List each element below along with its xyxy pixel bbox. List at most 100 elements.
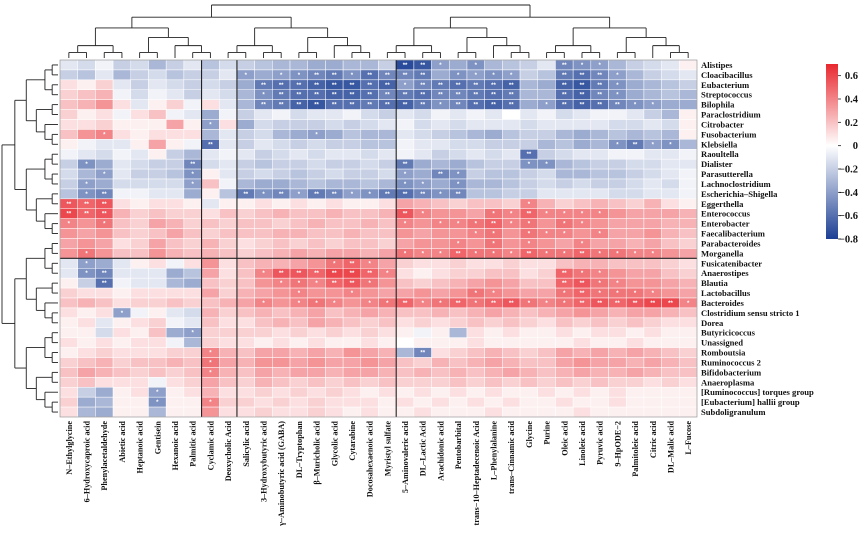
heatmap-cell <box>130 218 149 229</box>
heatmap-cell <box>130 357 149 368</box>
heatmap-cell <box>679 287 698 299</box>
significance-mark: ** <box>438 93 443 99</box>
significance-mark: * <box>298 73 301 79</box>
heatmap-cell <box>608 208 627 219</box>
heatmap-cell <box>378 307 397 319</box>
significance-mark: ** <box>456 93 461 99</box>
heatmap-cell <box>661 238 680 249</box>
heatmap-cell <box>466 387 485 398</box>
heatmap-cell <box>395 317 415 328</box>
heatmap-cell <box>625 277 645 289</box>
significance-mark: * <box>492 241 495 247</box>
heatmap-cell <box>502 327 521 338</box>
heatmap-cell <box>325 218 344 229</box>
heatmap-cell <box>555 129 574 140</box>
heatmap-cell <box>272 158 291 170</box>
heatmap-cell <box>537 396 556 408</box>
heatmap-cell <box>77 109 96 120</box>
heatmap-cell <box>272 307 291 319</box>
significance-mark: ** <box>385 192 390 198</box>
heatmap-cell <box>130 149 149 160</box>
heatmap-cell <box>342 139 362 150</box>
heatmap-cell <box>254 228 273 239</box>
significance-mark: * <box>475 251 478 257</box>
heatmap-cell <box>59 268 78 279</box>
heatmap-cell <box>112 79 132 91</box>
heatmap-cell <box>148 198 167 210</box>
significance-mark: ** <box>527 212 532 218</box>
significance-mark: ** <box>350 103 355 109</box>
significance-mark: * <box>581 271 584 277</box>
heatmap-cell <box>679 109 698 120</box>
heatmap-cell <box>219 268 238 279</box>
heatmap-cell <box>572 367 592 378</box>
column-label: Pyruvic acid <box>596 421 605 465</box>
significance-mark: ** <box>509 301 514 307</box>
heatmap-cell <box>148 287 167 299</box>
row-label: Fusobacterium <box>701 129 757 139</box>
significance-mark: ** <box>350 271 355 277</box>
significance-mark: * <box>85 271 88 277</box>
heatmap-cell <box>537 218 556 229</box>
significance-mark: * <box>563 301 566 307</box>
heatmap-cell <box>395 238 415 249</box>
heatmap-cell <box>484 337 503 348</box>
heatmap-cell <box>272 109 291 120</box>
heatmap-cell <box>643 307 662 319</box>
heatmap-cell <box>608 218 627 229</box>
heatmap-cell <box>625 406 645 418</box>
heatmap-cell <box>165 287 185 299</box>
heatmap-cell <box>431 337 450 348</box>
significance-mark: ** <box>491 301 496 307</box>
heatmap-cell <box>572 178 592 190</box>
significance-mark: ** <box>314 192 319 198</box>
heatmap-cell <box>449 208 468 219</box>
heatmap-cell <box>625 208 645 219</box>
heatmap-cell <box>59 347 78 358</box>
significance-mark: ** <box>580 73 585 79</box>
heatmap-cell <box>95 406 114 418</box>
heatmap-cell <box>148 228 167 239</box>
heatmap-cell <box>307 149 326 160</box>
heatmap-cell <box>165 139 185 150</box>
heatmap-cell <box>236 327 255 338</box>
heatmap-cells <box>59 59 698 418</box>
heatmap-cell <box>502 158 521 170</box>
heatmap-cell <box>360 228 379 239</box>
significance-mark: ** <box>261 83 266 89</box>
heatmap-cell <box>484 158 503 170</box>
heatmap-cell <box>165 357 185 368</box>
heatmap-cell <box>148 297 167 309</box>
column-label: DL–Malic acid <box>666 421 675 474</box>
heatmap-cell <box>555 367 574 378</box>
heatmap-cell <box>272 59 291 71</box>
heatmap-cell <box>165 198 185 210</box>
heatmap-cell <box>378 129 397 140</box>
heatmap-cell <box>378 317 397 328</box>
significance-mark: * <box>298 301 301 307</box>
heatmap-cell <box>219 396 238 408</box>
heatmap-cell <box>395 277 415 289</box>
heatmap-cell <box>59 327 78 338</box>
heatmap-cell <box>572 188 592 200</box>
column-label: DL–Lactic Acid <box>419 421 428 477</box>
heatmap-cell <box>236 228 255 239</box>
row-label: Subdoligranulum <box>701 407 766 417</box>
row-label: Ruminococcus 2 <box>701 357 761 367</box>
row-label: Bilophila <box>701 100 735 110</box>
heatmap-cell <box>183 89 202 100</box>
heatmap-cell <box>95 99 114 110</box>
heatmap-cell <box>449 396 468 408</box>
heatmap-cell <box>395 406 415 418</box>
heatmap-cell <box>360 198 379 210</box>
heatmap-cell <box>148 139 167 150</box>
significance-mark: ** <box>403 93 408 99</box>
significance-mark: * <box>121 311 124 317</box>
heatmap-cell <box>77 228 96 239</box>
heatmap-cell <box>555 377 574 388</box>
heatmap-cell <box>466 307 485 319</box>
heatmap-cell <box>590 357 609 368</box>
heatmap-cell <box>484 406 503 418</box>
heatmap-cell <box>431 178 450 190</box>
heatmap-cell <box>254 238 273 249</box>
